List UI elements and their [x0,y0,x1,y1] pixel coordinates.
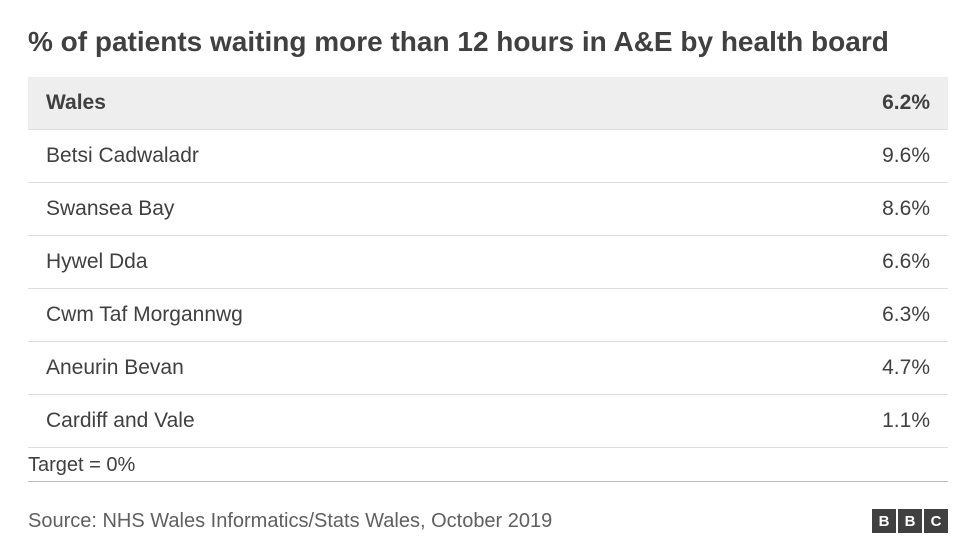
logo-letter: B [898,509,922,533]
target-note: Target = 0% [28,448,948,482]
table-row: Betsi Cadwaladr 9.6% [28,130,948,183]
row-label: Cwm Taf Morgannwg [28,289,704,342]
header-value: 6.2% [704,77,948,130]
footer: Source: NHS Wales Informatics/Stats Wale… [28,509,948,533]
table-row: Aneurin Bevan 4.7% [28,342,948,395]
data-table: Wales 6.2% Betsi Cadwaladr 9.6% Swansea … [28,77,948,448]
table-row: Cwm Taf Morgannwg 6.3% [28,289,948,342]
row-label: Swansea Bay [28,183,704,236]
row-value: 9.6% [704,130,948,183]
row-label: Aneurin Bevan [28,342,704,395]
logo-letter: C [924,509,948,533]
row-label: Hywel Dda [28,236,704,289]
row-value: 4.7% [704,342,948,395]
row-value: 1.1% [704,395,948,448]
header-label: Wales [28,77,704,130]
row-value: 6.3% [704,289,948,342]
logo-letter: B [872,509,896,533]
row-label: Cardiff and Vale [28,395,704,448]
table-row: Hywel Dda 6.6% [28,236,948,289]
table-body: Wales 6.2% Betsi Cadwaladr 9.6% Swansea … [28,77,948,448]
row-label: Betsi Cadwaladr [28,130,704,183]
row-value: 8.6% [704,183,948,236]
table-header-row: Wales 6.2% [28,77,948,130]
row-value: 6.6% [704,236,948,289]
source-text: Source: NHS Wales Informatics/Stats Wale… [28,510,552,533]
table-row: Cardiff and Vale 1.1% [28,395,948,448]
chart-title: % of patients waiting more than 12 hours… [28,24,948,59]
bbc-logo: B B C [872,509,948,533]
table-row: Swansea Bay 8.6% [28,183,948,236]
